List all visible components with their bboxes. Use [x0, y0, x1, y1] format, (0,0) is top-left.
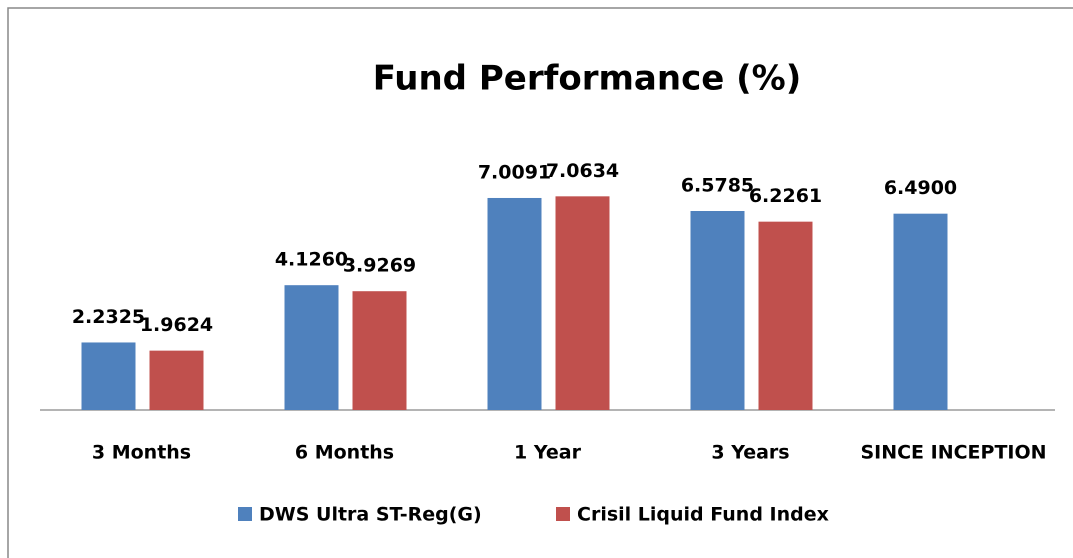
data-label: 6.4900 — [884, 177, 957, 199]
x-tick-label: SINCE INCEPTION — [860, 442, 1046, 464]
data-label: 4.1260 — [275, 249, 348, 271]
data-label: 6.2261 — [749, 185, 822, 207]
bar — [284, 285, 339, 410]
bar — [352, 291, 407, 410]
legend-swatch — [556, 507, 570, 521]
bar — [149, 350, 204, 410]
bar — [487, 197, 542, 410]
legend-label: Crisil Liquid Fund Index — [577, 504, 829, 526]
data-label: 2.2325 — [72, 306, 145, 328]
x-tick-label: 3 Years — [711, 442, 789, 464]
bar — [81, 342, 136, 410]
chart-title: Fund Performance (%) — [373, 59, 802, 99]
legend-swatch — [238, 507, 252, 521]
x-tick-label: 6 Months — [295, 442, 394, 464]
x-tick-label: 3 Months — [92, 442, 191, 464]
data-label: 7.0634 — [546, 160, 619, 182]
bar — [758, 221, 813, 410]
bar — [690, 211, 745, 410]
data-label: 6.5785 — [681, 175, 754, 197]
data-label: 3.9269 — [343, 255, 416, 277]
legend-label: DWS Ultra ST-Reg(G) — [259, 504, 482, 526]
data-label: 7.0091 — [478, 161, 551, 183]
bar — [555, 196, 610, 410]
data-label: 1.9624 — [140, 314, 213, 336]
x-tick-label: 1 Year — [514, 442, 582, 464]
bar — [893, 213, 948, 410]
